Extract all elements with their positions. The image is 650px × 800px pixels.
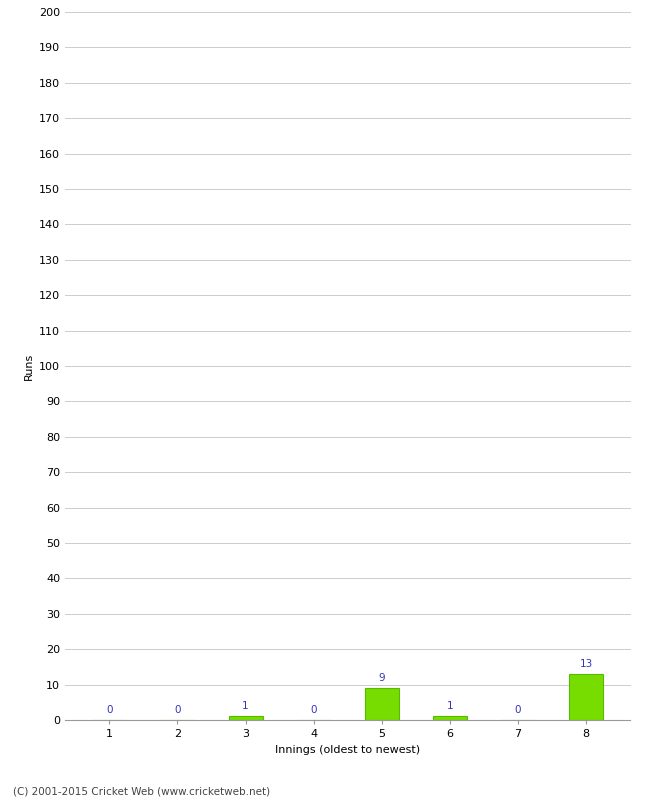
Bar	[433, 717, 467, 720]
Text: (C) 2001-2015 Cricket Web (www.cricketweb.net): (C) 2001-2015 Cricket Web (www.cricketwe…	[13, 786, 270, 796]
X-axis label: Innings (oldest to newest): Innings (oldest to newest)	[275, 745, 421, 754]
Bar	[569, 674, 603, 720]
Y-axis label: Runs: Runs	[23, 352, 33, 380]
Text: 9: 9	[378, 673, 385, 683]
Text: 13: 13	[580, 658, 593, 669]
Bar	[229, 717, 263, 720]
Text: 0: 0	[515, 705, 521, 714]
Text: 0: 0	[106, 705, 112, 714]
Text: 0: 0	[174, 705, 181, 714]
Text: 0: 0	[311, 705, 317, 714]
Text: 1: 1	[242, 701, 249, 711]
Text: 1: 1	[447, 701, 453, 711]
Bar	[365, 688, 399, 720]
